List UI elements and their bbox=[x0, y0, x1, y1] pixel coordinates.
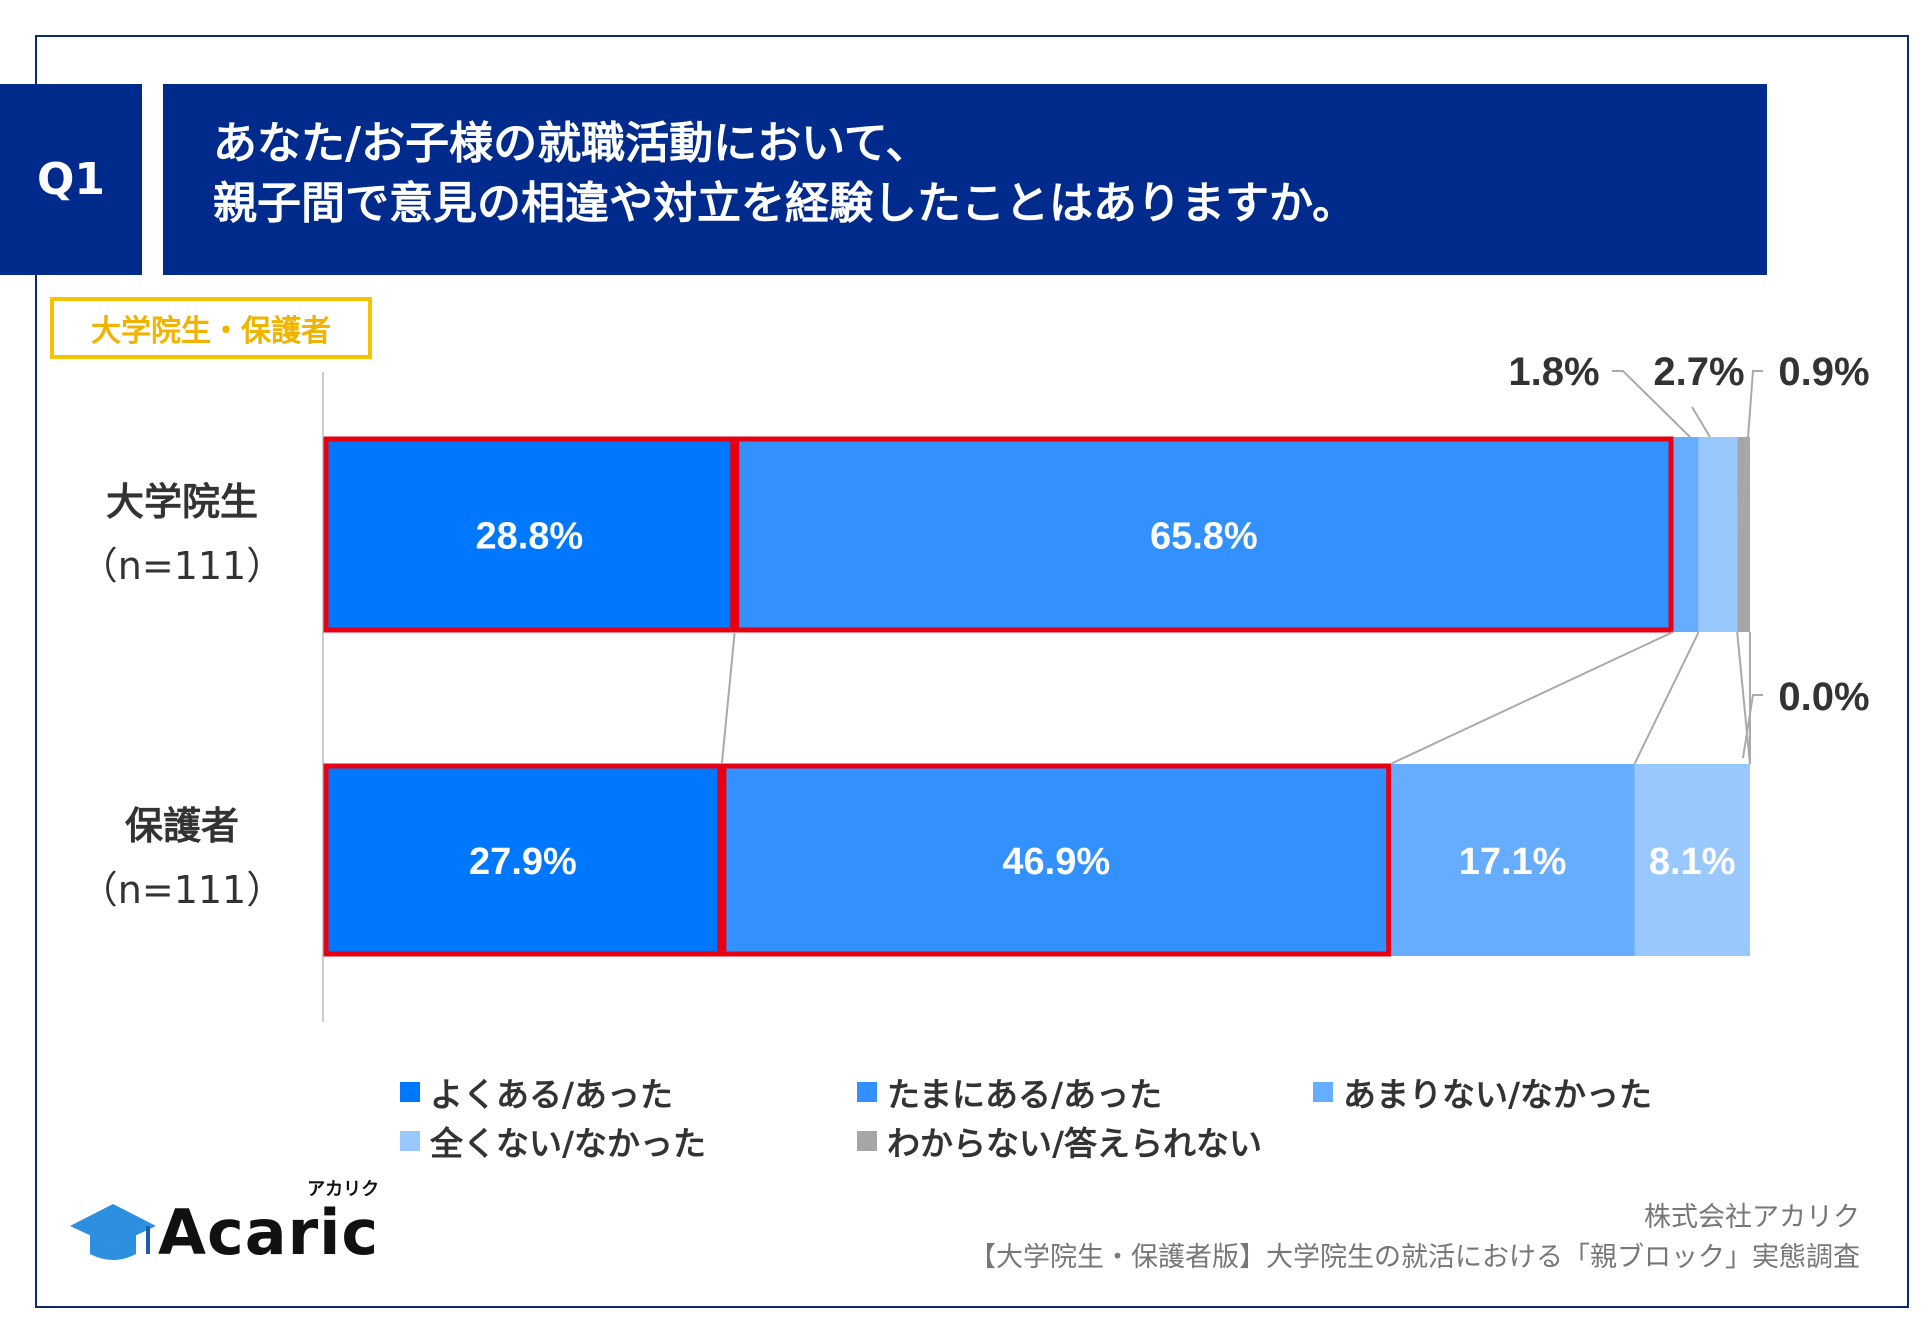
data-label: 46.9% bbox=[1002, 841, 1110, 883]
legend-swatch bbox=[857, 1131, 877, 1151]
bar-segment bbox=[324, 764, 722, 956]
respondent-tag: 大学院生・保護者 bbox=[50, 297, 372, 359]
outside-data-label: 2.7% bbox=[1653, 350, 1744, 394]
highlight-border bbox=[323, 436, 736, 633]
legend-item: 全くない/なかった bbox=[400, 1117, 706, 1165]
connector-line bbox=[720, 631, 736, 765]
logo-kana: アカリク bbox=[307, 1179, 380, 1200]
bar-segment bbox=[721, 764, 1391, 956]
legend-item: たまにある/あった bbox=[857, 1068, 1162, 1116]
data-label: 17.1% bbox=[1459, 841, 1567, 883]
legend-swatch bbox=[400, 1082, 420, 1102]
question-number: Q1 bbox=[0, 84, 142, 275]
connector-line bbox=[1633, 631, 1700, 765]
bar-segment bbox=[1737, 437, 1750, 632]
legend-swatch bbox=[857, 1082, 877, 1102]
outside-data-label: 0.9% bbox=[1778, 350, 1869, 394]
category-n: （n=111） bbox=[79, 868, 285, 912]
acaric-logo: アカリク Acaric bbox=[68, 1180, 379, 1266]
graduation-cap-icon bbox=[70, 1204, 156, 1260]
title-line-2: 親子間で意見の相違や対立を経験したことはありますか。 bbox=[213, 178, 1357, 229]
legend-item: わからない/答えられない bbox=[857, 1117, 1262, 1165]
legend-item: よくある/あった bbox=[400, 1068, 673, 1116]
bar-segment bbox=[324, 437, 735, 632]
leader-line bbox=[1742, 694, 1763, 759]
category-label-students: 大学院生 （n=111） bbox=[52, 470, 312, 598]
highlight-border bbox=[734, 436, 1674, 633]
category-n: （n=111） bbox=[79, 544, 285, 588]
category-name: 大学院生 bbox=[105, 480, 258, 524]
bar-segment bbox=[1672, 437, 1699, 632]
bar-segment bbox=[1634, 764, 1750, 956]
highlight-border bbox=[323, 763, 723, 957]
question-title: あなた/お子様の就職活動において、 親子間で意見の相違や対立を経験したことはあり… bbox=[163, 84, 1767, 275]
connector-line bbox=[1390, 631, 1674, 765]
legend-swatch bbox=[1313, 1082, 1333, 1102]
legend-item: あまりない/なかった bbox=[1313, 1068, 1652, 1116]
legend-swatch bbox=[400, 1131, 420, 1151]
logo-wordmark: アカリク Acaric bbox=[158, 1180, 379, 1266]
bar-segment bbox=[734, 437, 1673, 632]
bar-segment bbox=[1390, 764, 1635, 956]
bar-segment bbox=[1698, 437, 1738, 632]
legend-label: たまにある/あった bbox=[887, 1075, 1163, 1114]
data-label: 27.9% bbox=[469, 841, 577, 883]
company-name: 株式会社アカリク bbox=[1644, 1202, 1860, 1233]
survey-title: 【大学院生・保護者版】大学院生の就活における「親ブロック」実態調査 bbox=[969, 1242, 1860, 1273]
outside-data-label: 1.8% bbox=[1508, 350, 1599, 394]
leader-line bbox=[1740, 370, 1763, 531]
data-label: 8.1% bbox=[1649, 841, 1736, 883]
data-label: 28.8% bbox=[475, 516, 583, 558]
connector-line bbox=[1736, 631, 1751, 765]
category-label-parents: 保護者 （n=111） bbox=[52, 794, 312, 922]
legend-label: よくある/あった bbox=[430, 1075, 674, 1114]
highlight-border bbox=[721, 763, 1392, 957]
leader-line bbox=[1691, 406, 1711, 438]
data-label: 65.8% bbox=[1150, 516, 1258, 558]
chart-frame bbox=[35, 35, 1909, 1308]
leader-line bbox=[1612, 370, 1691, 438]
category-name: 保護者 bbox=[124, 804, 239, 848]
outside-data-label: 0.0% bbox=[1778, 675, 1869, 719]
legend-label: わからない/答えられない bbox=[887, 1124, 1263, 1163]
legend-label: 全くない/なかった bbox=[430, 1124, 707, 1163]
title-line-1: あなた/お子様の就職活動において、 bbox=[213, 118, 930, 169]
legend-label: あまりない/なかった bbox=[1343, 1075, 1653, 1114]
logo-text: Acaric bbox=[158, 1196, 380, 1269]
